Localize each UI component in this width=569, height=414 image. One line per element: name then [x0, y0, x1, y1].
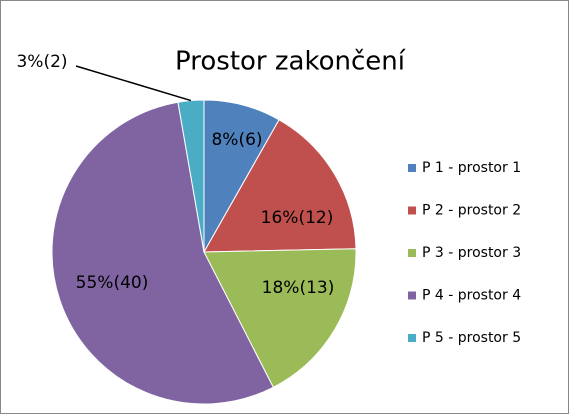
legend-label: P 4 - prostor 4 — [422, 288, 521, 304]
legend-swatch — [408, 249, 416, 257]
data-label: 16%(12) — [261, 208, 334, 228]
chart-title: Prostor zakončení — [175, 47, 406, 77]
pie-slice — [51, 101, 274, 405]
legend-swatch — [408, 334, 416, 342]
data-label: 18%(13) — [262, 278, 335, 298]
legend-label: P 3 - prostor 3 — [422, 245, 521, 261]
data-label: 8%(6) — [211, 130, 262, 150]
legend-swatch — [408, 291, 416, 300]
data-label: 55%(40) — [76, 273, 149, 293]
pie-slice — [203, 119, 357, 253]
leader-line — [75, 65, 192, 102]
data-label: 3%(2) — [16, 52, 67, 72]
pie-slice — [203, 248, 357, 388]
legend-label: P 2 - prostor 2 — [422, 203, 521, 219]
legend-swatch — [408, 164, 416, 172]
legend-swatch — [408, 206, 416, 215]
legend-label: P 1 - prostor 1 — [422, 160, 521, 176]
legend-label: P 5 - prostor 5 — [422, 330, 521, 346]
